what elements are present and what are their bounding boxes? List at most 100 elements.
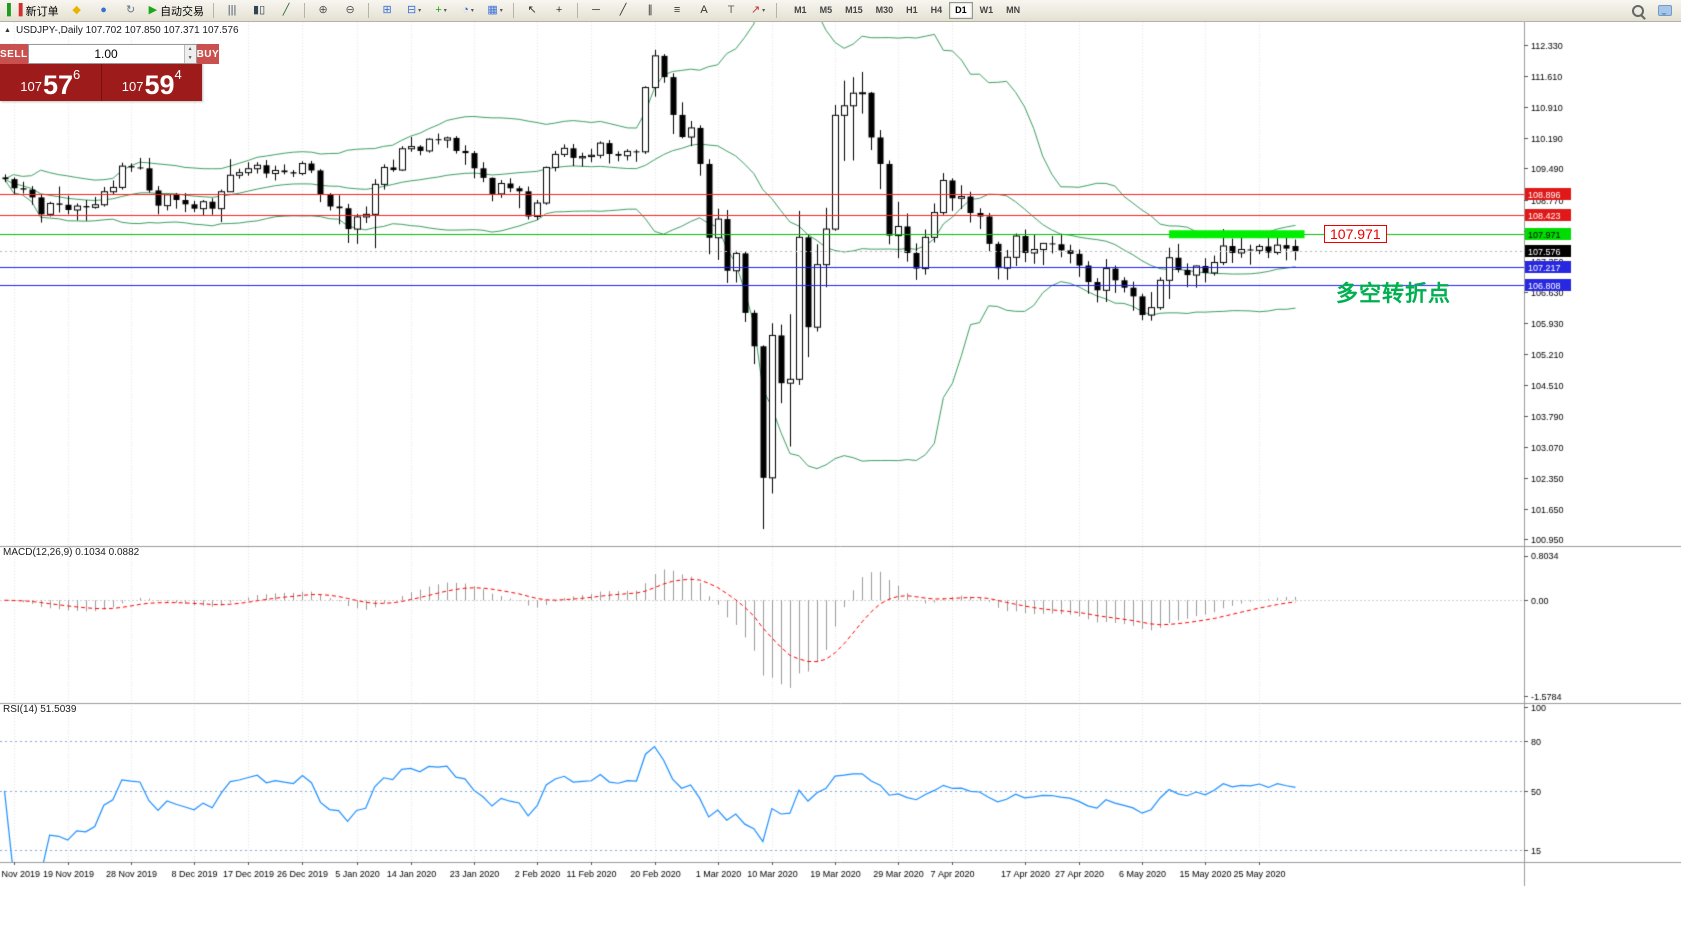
buy-price-pips: 59 [144, 70, 175, 101]
label-button[interactable]: T [718, 1, 744, 21]
zoom-out-icon: ⊖ [345, 4, 355, 16]
hline-button[interactable]: ─ [583, 1, 609, 21]
macd-indicator-label: MACD(12,26,9) 0.1034 0.0882 [3, 547, 140, 558]
bar-chart-button[interactable]: | | | [219, 1, 245, 21]
new-chart-button-dropdown-arrow: ▾ [443, 8, 447, 14]
timeframe-w1[interactable]: W1 [979, 5, 994, 15]
zoom-in-icon: ⊕ [318, 4, 328, 16]
zoom-out-button[interactable]: ⊖ [337, 1, 363, 21]
timeframe-d1[interactable]: D1 [949, 2, 973, 19]
search-button[interactable] [1625, 1, 1651, 21]
label-icon: T [727, 4, 735, 16]
one-click-trading-panel: SELL ▲ ▼ BUY 107 57 6 107 59 4 [0, 44, 220, 101]
volume-up-button[interactable]: ▲ [184, 45, 196, 54]
toolbar-separator [776, 3, 778, 18]
period-button[interactable]: ◔ ▾ [455, 1, 481, 21]
autotrading-icon: ▶ [148, 4, 158, 16]
bar-chart-icon: | | | [227, 4, 237, 16]
turning-point-annotation[interactable]: 多空转折点 [1336, 281, 1452, 306]
timeframe-m1[interactable]: M1 [794, 5, 807, 15]
shapes-icon: ↗ [750, 4, 761, 16]
timeframe-m30[interactable]: M30 [875, 5, 894, 15]
resistance-price-label[interactable]: 107.971 [1324, 225, 1387, 243]
autotrading-button[interactable]: ▶ 自动交易 [145, 1, 208, 21]
cascade-windows-icon: ⊟ [406, 4, 417, 16]
new-order-icon: ▌ ▐ [7, 4, 23, 16]
new-chart-icon: + [435, 4, 442, 16]
toolbar-separator [577, 3, 579, 18]
timeframe-mn[interactable]: MN [1006, 5, 1021, 15]
buy-price-prefix: 107 [121, 79, 144, 94]
candlestick-icon: ▮ ▯ [253, 4, 266, 16]
sell-button-small[interactable]: SELL [0, 44, 28, 64]
tile-windows-button[interactable]: ⊞ [374, 1, 400, 21]
chart-symbol-icon: ▲ [4, 27, 11, 34]
text-button[interactable]: A [691, 1, 717, 21]
templates-button[interactable]: ▦ ▾ [482, 1, 508, 21]
metaeditor-button[interactable]: ◆ [64, 1, 90, 21]
autotrading-button-label: 自动交易 [160, 5, 205, 18]
sell-price-pipette: 6 [73, 67, 81, 82]
volume-down-button[interactable]: ▼ [184, 54, 196, 63]
volume-spinner: ▲ ▼ [183, 45, 196, 63]
tile-windows-icon: ⊞ [382, 4, 392, 16]
crosshair-icon: + [555, 4, 563, 16]
buy-price-pipette: 4 [174, 67, 182, 82]
buy-button-small[interactable]: BUY [196, 44, 220, 64]
trendline-button[interactable]: ╱ [610, 1, 636, 21]
crosshair-button[interactable]: + [546, 1, 572, 21]
new-order-button[interactable]: ▌ ▐ 新订单 [3, 1, 63, 21]
fibonacci-icon: ≡ [673, 4, 681, 16]
timeframe-toolbar: M1 M5 M15 M30 H1 H4 D1 W1 MN [788, 2, 1026, 19]
line-chart-icon: ╱ [282, 4, 290, 16]
timeframe-h1[interactable]: H1 [906, 5, 918, 15]
price-chart-canvas[interactable] [0, 22, 1681, 945]
cursor-button[interactable]: ↖ [519, 1, 545, 21]
toolbar-separator [368, 3, 370, 18]
chart-title: USDJPY-,Daily 107.702 107.850 107.371 10… [16, 25, 239, 36]
cascade-windows-button-dropdown-arrow: ▾ [418, 8, 422, 14]
shapes-button-dropdown-arrow: ▾ [762, 8, 766, 14]
timeframe-m15[interactable]: M15 [845, 5, 863, 15]
refresh-icon: ↻ [125, 4, 136, 16]
volume-input[interactable] [28, 45, 184, 63]
toolbar-separator [513, 3, 515, 18]
refresh-button[interactable]: ↻ [118, 1, 144, 21]
sell-price-button[interactable]: 107 57 6 [0, 64, 102, 101]
chat-icon [1658, 5, 1672, 16]
zoom-in-button[interactable]: ⊕ [310, 1, 336, 21]
channel-button[interactable]: ∥ [637, 1, 663, 21]
market-watch-button[interactable]: ● [91, 1, 117, 21]
line-chart-button[interactable]: ╱ [273, 1, 299, 21]
market-watch-icon: ● [100, 4, 107, 16]
new-chart-button[interactable]: + ▾ [428, 1, 454, 21]
templates-icon: ▦ [487, 4, 498, 16]
sell-price-prefix: 107 [20, 79, 42, 94]
cursor-icon: ↖ [527, 4, 537, 16]
toolbar-separator [213, 3, 215, 18]
rsi-indicator-label: RSI(14) 51.5039 [3, 704, 77, 715]
community-button[interactable] [1652, 1, 1678, 21]
shapes-button[interactable]: ↗ ▾ [745, 1, 771, 21]
cascade-windows-button[interactable]: ⊟ ▾ [401, 1, 427, 21]
volume-box: ▲ ▼ [27, 44, 197, 64]
trendline-icon: ╱ [619, 4, 627, 16]
fibonacci-button[interactable]: ≡ [664, 1, 690, 21]
new-order-button-label: 新订单 [25, 5, 59, 18]
search-icon [1632, 4, 1644, 17]
hline-icon: ─ [592, 4, 600, 16]
templates-button-dropdown-arrow: ▾ [499, 8, 503, 14]
metaeditor-icon: ◆ [72, 4, 81, 16]
candlestick-button[interactable]: ▮ ▯ [246, 1, 272, 21]
timeframe-h4[interactable]: H4 [930, 5, 943, 15]
period-button-dropdown-arrow: ▾ [470, 8, 474, 14]
channel-icon: ∥ [647, 4, 653, 16]
sell-price-pips: 57 [42, 70, 73, 101]
buy-price-button[interactable]: 107 59 4 [101, 64, 202, 101]
text-icon: A [700, 4, 708, 16]
top-toolbar: ▌ ▐ 新订单 ◆ ● ↻ ▶ 自动交易 | | | ▮ ▯ ╱ ⊕ ⊖ ⊞ ⊟ ▾ + ▾ ◔ ▾ ▦ ▾ ↖ + ─ ╱ ∥ ≡ A T ↗ ▾… [0, 0, 1681, 22]
toolbar-separator [304, 3, 306, 18]
period-icon: ◔ [462, 4, 469, 16]
timeframe-m5[interactable]: M5 [819, 5, 833, 15]
